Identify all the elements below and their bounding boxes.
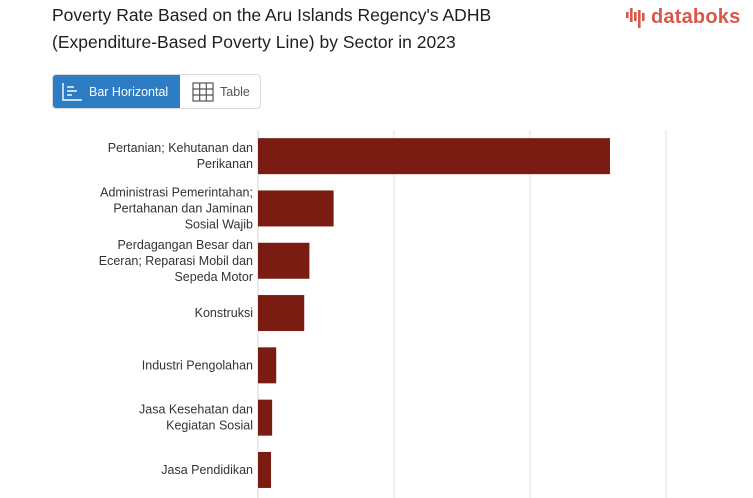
bar-horizontal-label: Bar Horizontal	[89, 84, 169, 99]
view-toggle: Bar Horizontal Table	[52, 74, 261, 109]
table-label: Table	[220, 84, 250, 99]
category-label-4-line-0: Industri Pengolahan	[142, 358, 253, 372]
category-label-1-line-2: Sosial Wajib	[185, 217, 253, 231]
category-label-1-line-1: Pertahanan dan Jaminan	[113, 201, 253, 215]
databoks-logo[interactable]: databoks	[626, 4, 740, 30]
category-label-6: Jasa Pendidikan	[161, 463, 253, 477]
chart-title: Poverty Rate Based on the Aru Islands Re…	[52, 2, 592, 56]
category-label-2-line-2: Sepeda Motor	[174, 270, 253, 284]
table-button[interactable]: Table	[180, 75, 250, 108]
bar-6[interactable]	[258, 451, 272, 488]
title-line-2: (Expenditure-Based Poverty Line) by Sect…	[52, 32, 456, 52]
bar-0[interactable]	[258, 138, 610, 175]
bar-3[interactable]	[258, 295, 305, 332]
category-label-2-line-0: Perdagangan Besar dan	[117, 238, 253, 252]
category-label-4: Industri Pengolahan	[142, 358, 253, 372]
bar-1[interactable]	[258, 190, 334, 227]
category-label-3-line-0: Konstruksi	[195, 306, 253, 320]
category-label-5: Jasa Kesehatan dan Kegiatan Sosial	[139, 403, 253, 433]
category-label-0-line-0: Pertanian; Kehutanan dan	[108, 141, 253, 155]
logo-bars-icon	[626, 8, 645, 28]
category-label-1-line-0: Administrasi Pemerintahan;	[100, 185, 253, 199]
category-label-0: Pertanian; Kehutanan dan Perikanan	[108, 141, 253, 171]
title-line-1: Poverty Rate Based on the Aru Islands Re…	[52, 5, 492, 25]
category-label-2-line-1: Eceran; Reparasi Mobil dan	[99, 254, 253, 268]
category-label-1: Administrasi Pemerintahan; Pertahanan dan…	[100, 185, 253, 231]
logo-text: databoks	[651, 5, 741, 28]
bar-horizontal-button[interactable]: Bar Horizontal	[53, 75, 180, 108]
bar-2[interactable]	[258, 242, 310, 279]
category-label-5-line-1: Kegiatan Sosial	[166, 419, 253, 433]
category-label-6-line-0: Jasa Pendidikan	[161, 463, 253, 477]
table-icon	[192, 81, 214, 102]
category-label-5-line-0: Jasa Kesehatan dan	[139, 403, 253, 417]
bar-chart-icon	[62, 82, 82, 101]
bar-5[interactable]	[258, 399, 273, 436]
bar-4[interactable]	[258, 347, 277, 384]
category-label-3: Konstruksi	[195, 306, 253, 320]
category-label-0-line-1: Perikanan	[197, 157, 253, 171]
category-label-2: Perdagangan Besar dan Eceran; Reparasi Mo…	[99, 238, 253, 284]
